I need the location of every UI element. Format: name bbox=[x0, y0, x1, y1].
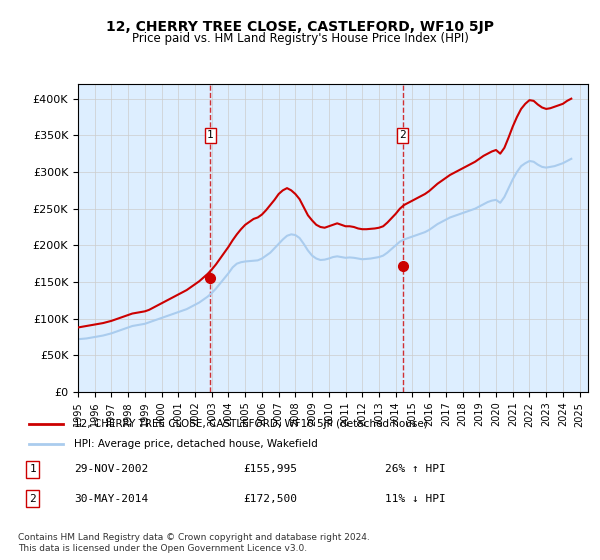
Text: 12, CHERRY TREE CLOSE, CASTLEFORD, WF10 5JP: 12, CHERRY TREE CLOSE, CASTLEFORD, WF10 … bbox=[106, 20, 494, 34]
Text: 2: 2 bbox=[29, 494, 36, 504]
Text: This data is licensed under the Open Government Licence v3.0.: This data is licensed under the Open Gov… bbox=[18, 544, 307, 553]
Text: Price paid vs. HM Land Registry's House Price Index (HPI): Price paid vs. HM Land Registry's House … bbox=[131, 32, 469, 45]
Text: HPI: Average price, detached house, Wakefield: HPI: Average price, detached house, Wake… bbox=[74, 439, 318, 449]
Text: 1: 1 bbox=[29, 464, 36, 474]
Text: £172,500: £172,500 bbox=[244, 494, 298, 504]
Text: 1: 1 bbox=[207, 130, 214, 141]
Text: 29-NOV-2002: 29-NOV-2002 bbox=[74, 464, 149, 474]
Text: 2: 2 bbox=[399, 130, 406, 141]
Text: 12, CHERRY TREE CLOSE, CASTLEFORD, WF10 5JP (detached house): 12, CHERRY TREE CLOSE, CASTLEFORD, WF10 … bbox=[74, 419, 428, 429]
Text: Contains HM Land Registry data © Crown copyright and database right 2024.: Contains HM Land Registry data © Crown c… bbox=[18, 533, 370, 542]
Text: £155,995: £155,995 bbox=[244, 464, 298, 474]
Text: 30-MAY-2014: 30-MAY-2014 bbox=[74, 494, 149, 504]
Text: 11% ↓ HPI: 11% ↓ HPI bbox=[385, 494, 445, 504]
Text: 26% ↑ HPI: 26% ↑ HPI bbox=[385, 464, 445, 474]
